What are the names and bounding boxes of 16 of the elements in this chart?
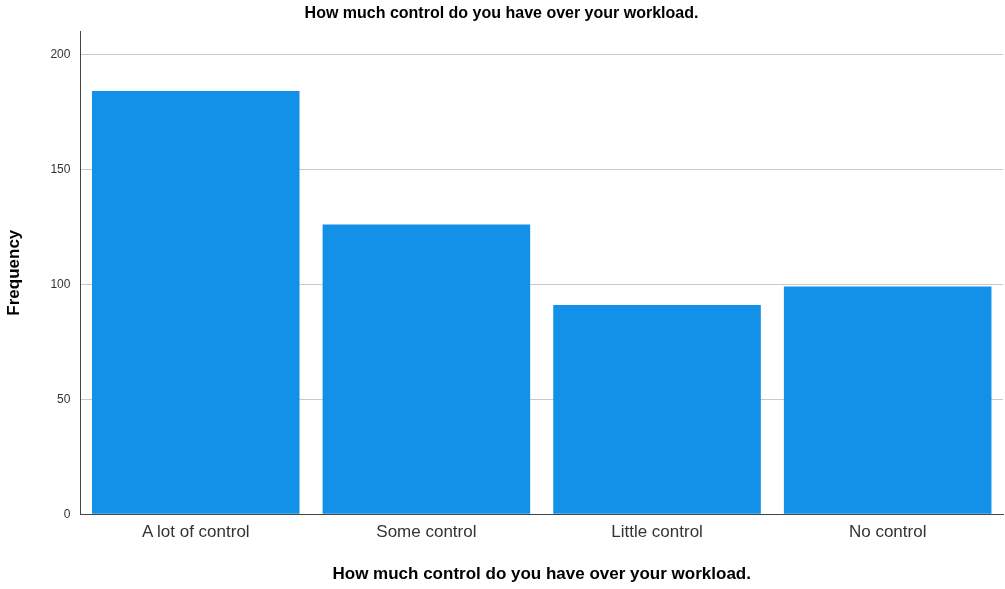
x-tick-label: A lot of control: [141, 522, 250, 542]
y-tick-label: 200: [50, 46, 71, 61]
y-tick-label: 150: [50, 161, 71, 176]
chart-title: How much control do you have over your workload.: [304, 4, 699, 22]
x-tick-label: Little control: [611, 522, 703, 542]
y-tick-label: 50: [57, 391, 71, 406]
y-tick-label: 100: [50, 276, 71, 291]
x-tick-label: No control: [848, 522, 927, 542]
x-tick-label: Some control: [376, 522, 477, 542]
y-tick-label: 0: [63, 506, 71, 521]
x-axis-title: How much control do you have over your workload.: [332, 564, 751, 584]
bar: [553, 304, 761, 514]
bar: [91, 91, 300, 514]
bar: [783, 286, 992, 514]
y-axis-title: Frequency: [3, 229, 23, 316]
bar: [322, 224, 531, 514]
